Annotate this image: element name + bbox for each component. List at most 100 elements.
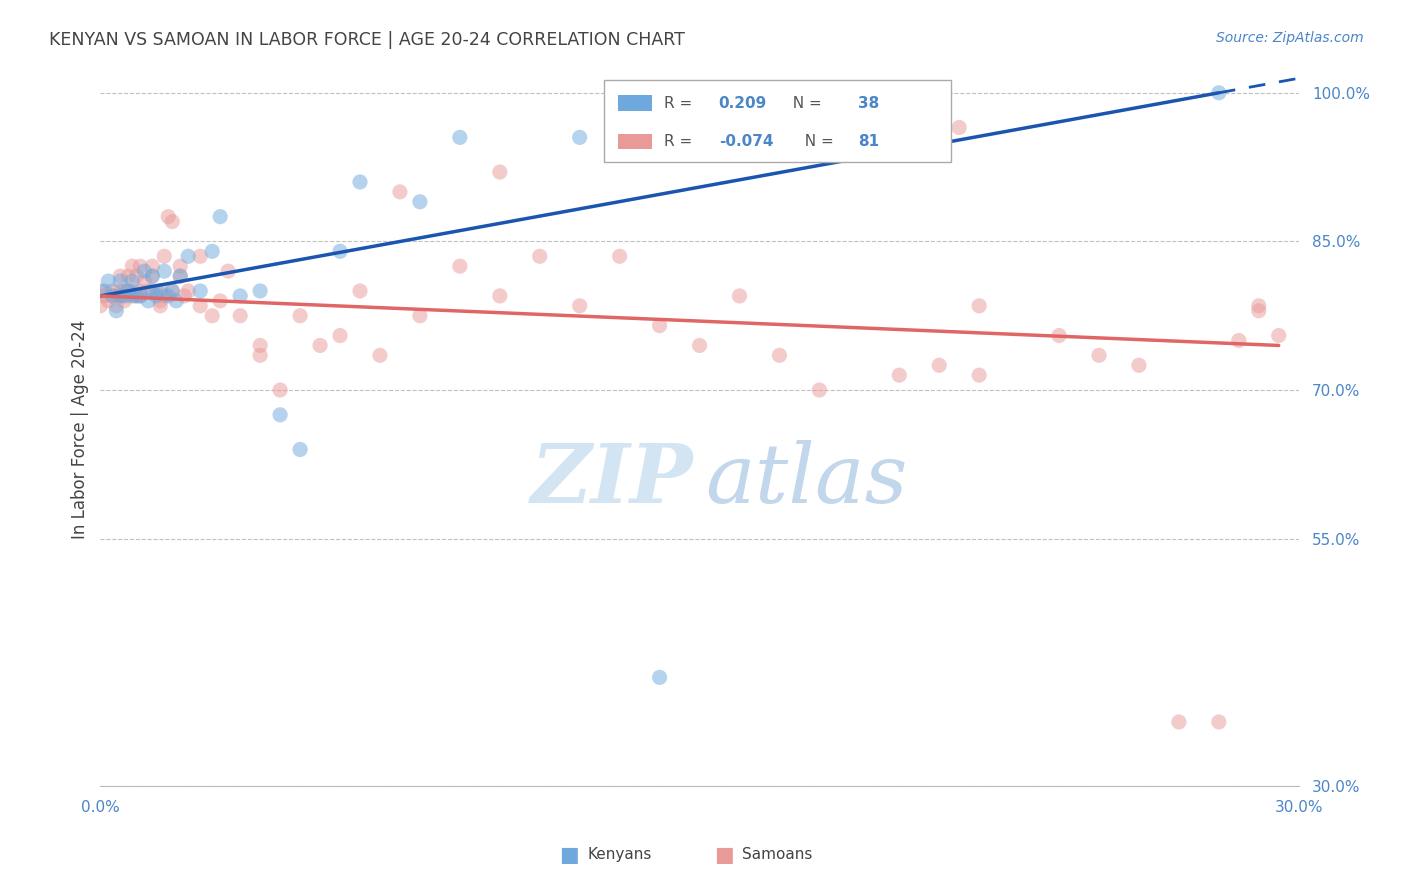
- Point: [125, 289, 148, 303]
- Text: KENYAN VS SAMOAN IN LABOR FORCE | AGE 20-24 CORRELATION CHART: KENYAN VS SAMOAN IN LABOR FORCE | AGE 20…: [49, 31, 685, 49]
- Text: ■: ■: [560, 845, 579, 864]
- Point: [141, 269, 163, 284]
- Point: [229, 289, 252, 303]
- Point: [229, 309, 252, 323]
- Point: [117, 269, 139, 284]
- Point: [136, 293, 159, 308]
- Point: [288, 309, 311, 323]
- Point: [1208, 714, 1230, 729]
- Point: [209, 293, 232, 308]
- Point: [157, 210, 180, 224]
- Point: [169, 269, 191, 284]
- Y-axis label: In Labor Force | Age 20-24: In Labor Force | Age 20-24: [72, 320, 89, 540]
- Point: [110, 274, 132, 288]
- Point: [928, 358, 950, 372]
- Point: [388, 185, 411, 199]
- Point: [309, 338, 332, 352]
- Point: [105, 303, 128, 318]
- Point: [768, 348, 790, 362]
- Point: [169, 259, 191, 273]
- Text: Samoans: Samoans: [742, 847, 813, 862]
- Point: [101, 289, 124, 303]
- Point: [967, 368, 990, 383]
- Point: [117, 284, 139, 298]
- Point: [249, 338, 271, 352]
- Point: [689, 338, 711, 352]
- Text: -0.074: -0.074: [718, 134, 773, 149]
- Point: [1247, 299, 1270, 313]
- Text: ■: ■: [714, 845, 734, 864]
- Point: [329, 328, 352, 343]
- Point: [269, 408, 291, 422]
- Point: [105, 289, 128, 303]
- Point: [568, 299, 591, 313]
- Point: [288, 442, 311, 457]
- Point: [449, 259, 471, 273]
- Point: [110, 269, 132, 284]
- Point: [1128, 358, 1150, 372]
- Point: [609, 249, 631, 263]
- Point: [149, 284, 172, 298]
- Bar: [619, 134, 651, 150]
- Point: [149, 293, 172, 308]
- Point: [177, 249, 200, 263]
- Point: [93, 289, 115, 303]
- Point: [249, 348, 271, 362]
- Point: [110, 289, 132, 303]
- Text: atlas: atlas: [706, 440, 908, 520]
- Point: [568, 130, 591, 145]
- Point: [488, 165, 510, 179]
- Point: [169, 269, 191, 284]
- Point: [153, 289, 176, 303]
- Point: [409, 309, 432, 323]
- Text: ZIP: ZIP: [531, 440, 693, 520]
- Point: [129, 284, 152, 298]
- Point: [112, 289, 135, 303]
- Text: 81: 81: [858, 134, 879, 149]
- Point: [129, 289, 152, 303]
- Point: [129, 259, 152, 273]
- Text: N =: N =: [796, 134, 839, 149]
- Point: [1227, 334, 1250, 348]
- Bar: [619, 95, 651, 111]
- Point: [889, 368, 911, 383]
- Point: [110, 289, 132, 303]
- Point: [188, 284, 211, 298]
- Point: [648, 318, 671, 333]
- Point: [201, 309, 224, 323]
- Point: [177, 284, 200, 298]
- Point: [201, 244, 224, 259]
- Point: [134, 274, 156, 288]
- Point: [349, 175, 371, 189]
- Point: [117, 289, 139, 303]
- Point: [1267, 328, 1289, 343]
- Point: [145, 289, 167, 303]
- Point: [121, 284, 143, 298]
- Text: 38: 38: [858, 95, 879, 111]
- Point: [121, 289, 143, 303]
- Point: [97, 293, 120, 308]
- Point: [134, 264, 156, 278]
- Point: [368, 348, 391, 362]
- Point: [112, 293, 135, 308]
- Point: [141, 269, 163, 284]
- Point: [129, 289, 152, 303]
- Point: [165, 293, 187, 308]
- Point: [157, 289, 180, 303]
- Text: 0.209: 0.209: [718, 95, 766, 111]
- Point: [188, 299, 211, 313]
- Point: [162, 284, 184, 298]
- Point: [529, 249, 551, 263]
- Point: [409, 194, 432, 209]
- Point: [105, 299, 128, 313]
- Bar: [603, 80, 952, 162]
- Point: [153, 264, 176, 278]
- Point: [173, 289, 195, 303]
- Point: [648, 670, 671, 684]
- Point: [89, 299, 111, 313]
- Point: [136, 284, 159, 298]
- Point: [93, 284, 115, 298]
- Point: [145, 284, 167, 298]
- Text: Source: ZipAtlas.com: Source: ZipAtlas.com: [1216, 31, 1364, 45]
- Point: [948, 120, 970, 135]
